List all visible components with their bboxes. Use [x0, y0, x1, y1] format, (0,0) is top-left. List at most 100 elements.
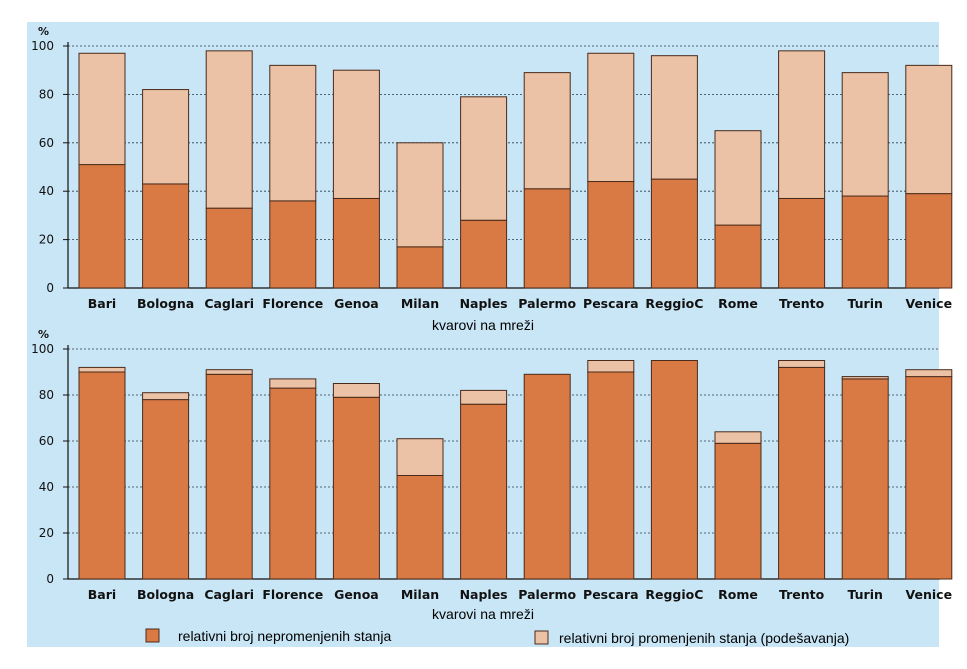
y-tick-label: 100	[31, 39, 54, 53]
x-category-label: Florence	[262, 296, 323, 311]
bar-segment-unchanged	[205, 207, 253, 289]
bar-segment-changed	[78, 52, 126, 166]
x-category-label: Trento	[779, 296, 825, 311]
bar-segment-unchanged	[778, 366, 826, 580]
x-axis-title: kvarovi na mreži	[432, 317, 534, 333]
bar-segment-changed	[841, 72, 889, 197]
x-category-label: Milan	[401, 587, 439, 602]
bar-segment-unchanged	[778, 197, 826, 289]
legend-label-unchanged: relativni broj nepromenjenih stanja	[178, 628, 391, 644]
bar-segment-changed	[205, 369, 253, 375]
y-unit-label: %	[38, 328, 49, 341]
bar-segment-unchanged	[205, 373, 253, 580]
x-axis-title: kvarovi na mreži	[432, 606, 534, 622]
bar-segment-changed	[460, 96, 508, 221]
bar-segment-unchanged	[650, 360, 698, 580]
x-category-label: Pescara	[583, 587, 639, 602]
bar-segment-unchanged	[269, 387, 317, 580]
bar-segment-unchanged	[841, 195, 889, 289]
x-category-label: Florence	[262, 587, 323, 602]
x-category-label: ReggioC	[645, 296, 703, 311]
bar-segment-changed	[841, 376, 889, 380]
bar-segment-changed	[332, 383, 380, 398]
bar-segment-unchanged	[332, 197, 380, 289]
x-category-label: Caglari	[204, 296, 254, 311]
x-category-label: Caglari	[204, 587, 254, 602]
bar-segment-unchanged	[142, 183, 190, 289]
y-tick-label: 20	[39, 526, 54, 540]
bar-segment-unchanged	[460, 219, 508, 289]
bar-segment-changed	[269, 64, 317, 202]
y-tick-label: 20	[39, 233, 54, 247]
bar-segment-changed	[905, 64, 953, 195]
x-category-label: ReggioC	[645, 587, 703, 602]
bar-segment-unchanged	[460, 403, 508, 580]
x-category-label: Bari	[88, 296, 116, 311]
bar-segment-unchanged	[905, 376, 953, 580]
x-category-label: Rome	[718, 587, 758, 602]
bar-segment-unchanged	[523, 373, 571, 580]
x-category-label: Venice	[906, 587, 953, 602]
x-category-label: Palermo	[518, 296, 576, 311]
bar-segment-changed	[142, 89, 190, 185]
bar-segment-unchanged	[332, 396, 380, 580]
x-category-label: Bari	[88, 587, 116, 602]
x-category-label: Milan	[401, 296, 439, 311]
x-category-label: Rome	[718, 296, 758, 311]
chart-panel-top: 0 20 40 60 80 100% Bari Bologna Caglari Florence G…	[31, 25, 953, 333]
bar-segment-changed	[714, 130, 762, 226]
bar-segment-unchanged	[587, 371, 635, 580]
bar-segment-unchanged	[523, 188, 571, 289]
bar-segment-changed	[587, 52, 635, 183]
bar-segment-unchanged	[396, 475, 444, 580]
y-tick-label: 40	[39, 480, 54, 494]
x-category-label: Naples	[460, 296, 508, 311]
bar-segment-unchanged	[78, 371, 126, 580]
x-category-label: Genoa	[334, 587, 379, 602]
bar-segment-changed	[332, 69, 380, 199]
x-category-label: Bologna	[137, 587, 194, 602]
bar-segment-changed	[778, 50, 826, 199]
y-tick-label: 100	[31, 342, 54, 356]
bar-segment-unchanged	[841, 378, 889, 580]
y-tick-label: 80	[39, 87, 54, 101]
bar-segment-changed	[460, 389, 508, 405]
x-category-label: Palermo	[518, 587, 576, 602]
bar-segment-changed	[714, 431, 762, 444]
bar-segment-changed	[205, 50, 253, 209]
bar-segment-unchanged	[650, 178, 698, 289]
legend-swatch-changed	[534, 630, 549, 645]
y-unit-label: %	[38, 25, 49, 38]
bar-segment-unchanged	[905, 193, 953, 289]
x-category-label: Venice	[906, 296, 953, 311]
x-category-label: Genoa	[334, 296, 379, 311]
x-category-label: Turin	[847, 587, 882, 602]
legend: relativni broj nepromenjenih stanja rela…	[145, 628, 849, 646]
bar-segment-unchanged	[714, 442, 762, 580]
bar-segment-changed	[650, 55, 698, 180]
y-tick-label: 60	[39, 136, 54, 150]
bar-segment-unchanged	[587, 181, 635, 289]
bar-segment-unchanged	[396, 246, 444, 289]
x-category-label: Bologna	[137, 296, 194, 311]
bar-segment-changed	[396, 142, 444, 248]
y-tick-label: 0	[46, 281, 54, 295]
x-category-label: Naples	[460, 587, 508, 602]
legend-label-changed: relativni broj promenjenih stanja (podeš…	[559, 630, 849, 646]
legend-swatch-unchanged	[145, 628, 160, 643]
chart-panel-bottom: 0 20 40 60 80 100% Bari Bologna Caglari Florence G…	[31, 328, 953, 622]
bar-segment-changed	[905, 369, 953, 378]
y-tick-label: 60	[39, 434, 54, 448]
y-tick-label: 40	[39, 184, 54, 198]
bar-segment-changed	[523, 72, 571, 190]
bar-segment-changed	[78, 366, 126, 373]
x-category-label: Turin	[847, 296, 882, 311]
x-category-label: Pescara	[583, 296, 639, 311]
y-tick-label: 0	[46, 572, 54, 586]
bar-segment-unchanged	[142, 399, 190, 580]
bar-segment-changed	[142, 392, 190, 401]
bar-segment-changed	[396, 438, 444, 477]
bar-segment-changed	[778, 360, 826, 368]
